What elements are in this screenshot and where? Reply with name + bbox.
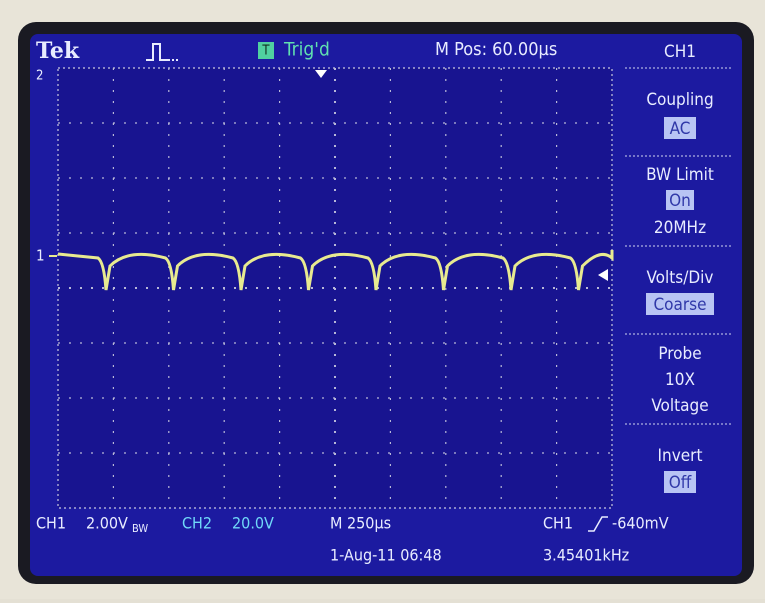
menu-label[interactable]: Coupling: [646, 90, 713, 110]
menu-value[interactable]: Coarse: [653, 295, 706, 315]
ch2-marker: 2: [36, 69, 43, 84]
menu-label[interactable]: Probe: [658, 344, 701, 364]
menu-value[interactable]: On: [669, 191, 691, 211]
frequency: 3.45401kHz: [543, 546, 629, 565]
menu-line: Voltage: [651, 396, 708, 416]
trigger-status: Trig'd: [283, 39, 330, 61]
menu-extra: 20MHz: [654, 218, 706, 238]
brand: Tek: [36, 38, 80, 64]
ch2-scale: 20.0V: [232, 514, 274, 533]
trigger-icon: T: [261, 44, 270, 59]
menu-label[interactable]: Invert: [658, 446, 703, 466]
ch1-scale: 2.00V: [86, 514, 128, 533]
ch2-label: CH2: [182, 514, 212, 533]
oscilloscope: Tek T Trig'd M Pos: 60.00µs 2 1 CH1 Coup…: [0, 0, 765, 599]
ch1-marker: 1: [36, 247, 45, 265]
menu-value[interactable]: Off: [669, 473, 692, 493]
menu-title: CH1: [664, 42, 696, 62]
timebase: M 250µs: [330, 514, 391, 533]
menu-label[interactable]: BW Limit: [646, 165, 714, 185]
date: 1-Aug-11 06:48: [330, 546, 442, 565]
trigger-source: CH1: [543, 514, 573, 533]
trigger-level: -640mV: [612, 514, 669, 533]
menu-line: 10X: [665, 370, 695, 390]
position: M Pos: 60.00µs: [435, 39, 557, 60]
ch1-bw: BW: [132, 522, 148, 535]
menu-value[interactable]: AC: [670, 119, 691, 139]
menu-label[interactable]: Volts/Div: [647, 268, 714, 288]
ch1-label: CH1: [36, 514, 66, 533]
